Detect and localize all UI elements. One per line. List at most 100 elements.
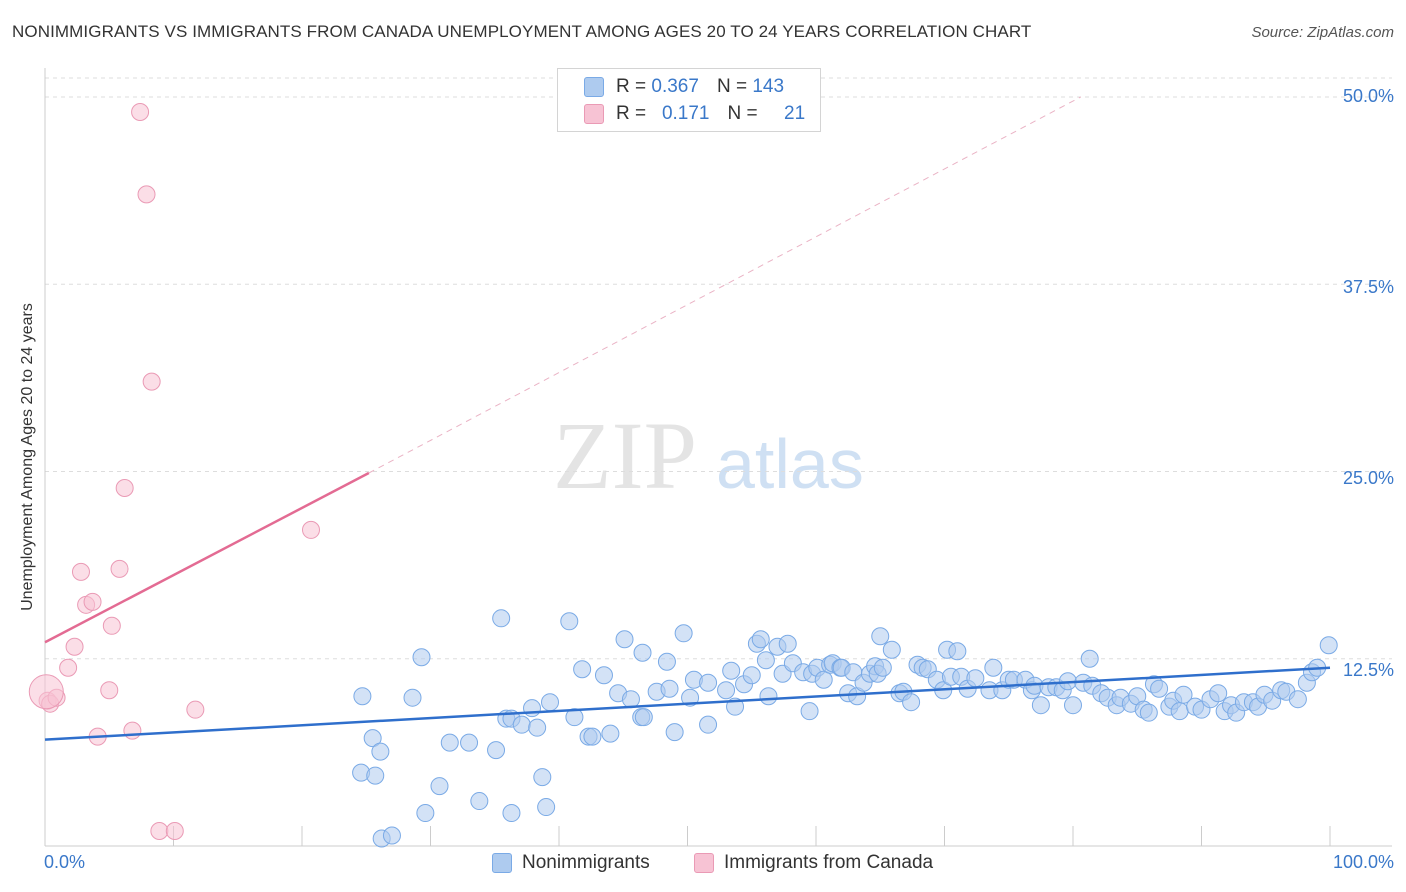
point-nonimmigrants: [800, 702, 819, 721]
point-nonimmigrants: [560, 612, 579, 631]
trend-line-nonimmigrants: [44, 666, 1331, 741]
point-nonimmigrants: [416, 804, 435, 823]
source-label: Source: ZipAtlas.com: [1251, 24, 1394, 41]
series-swatch-blue: [492, 853, 512, 873]
legend-r-value: 0.171: [661, 103, 710, 124]
legend-n-label: N =: [727, 103, 758, 124]
trend-line-immigrants: [44, 471, 370, 644]
legend-n-value: 143: [752, 76, 785, 97]
x-tick-label-min: 0.0%: [44, 852, 86, 872]
point-nonimmigrants: [492, 609, 511, 628]
point-nonimmigrants: [541, 693, 560, 712]
point-nonimmigrants: [537, 798, 556, 817]
series-swatch-pink: [694, 853, 714, 873]
point-immigrants: [110, 559, 129, 578]
point-nonimmigrants: [882, 640, 901, 659]
point-nonimmigrants: [984, 658, 1003, 677]
point-nonimmigrants: [902, 693, 921, 712]
point-nonimmigrants: [657, 652, 676, 671]
point-nonimmigrants: [1319, 636, 1338, 655]
y-tick-label-12-5: 12.5%: [1342, 660, 1394, 680]
point-nonimmigrants: [403, 688, 422, 707]
legend-n-label: N =: [716, 76, 748, 97]
point-immigrants: [137, 185, 156, 204]
point-nonimmigrants: [1150, 679, 1169, 698]
point-nonimmigrants: [1174, 685, 1193, 704]
series-legend-immigrants: Immigrants from Canada: [694, 852, 933, 874]
point-nonimmigrants: [681, 688, 700, 707]
point-nonimmigrants: [966, 669, 985, 688]
point-immigrants: [59, 658, 78, 677]
point-nonimmigrants: [430, 777, 449, 796]
point-immigrants-large: [28, 674, 64, 710]
point-immigrants: [65, 637, 84, 656]
point-nonimmigrants: [742, 666, 761, 685]
chart-title: NONIMMIGRANTS VS IMMIGRANTS FROM CANADA …: [12, 22, 1032, 41]
point-nonimmigrants: [528, 718, 547, 737]
legend-swatch-pink: [584, 104, 604, 124]
point-nonimmigrants: [674, 624, 693, 643]
point-nonimmigrants: [353, 687, 372, 706]
point-nonimmigrants: [371, 742, 390, 761]
point-immigrants: [102, 616, 121, 635]
x-tick-label-max: 100.0%: [1332, 852, 1394, 872]
point-immigrants: [131, 102, 150, 121]
point-nonimmigrants: [363, 729, 382, 748]
watermark-zip: ZIP: [553, 402, 697, 509]
point-nonimmigrants: [948, 642, 967, 661]
point-nonimmigrants: [759, 687, 778, 706]
legend-n-value: 21: [784, 103, 806, 124]
legend-row-immigrants: R = 0.171 N = 21: [584, 102, 805, 126]
point-nonimmigrants: [565, 708, 584, 727]
point-nonimmigrants: [615, 630, 634, 649]
point-nonimmigrants: [1139, 703, 1158, 722]
point-nonimmigrants: [1031, 696, 1050, 715]
point-immigrants: [83, 592, 102, 611]
point-immigrants: [142, 372, 161, 391]
trend-line-immigrants-extension: [368, 96, 1081, 474]
point-nonimmigrants: [717, 681, 736, 700]
series-name: Nonimmigrants: [522, 852, 650, 873]
point-nonimmigrants: [756, 651, 775, 670]
point-nonimmigrants: [660, 679, 679, 698]
point-nonimmigrants: [621, 690, 640, 709]
point-immigrants: [186, 700, 205, 719]
legend-r-label: R =: [616, 103, 647, 124]
point-nonimmigrants: [665, 723, 684, 742]
point-nonimmigrants: [523, 699, 542, 718]
point-nonimmigrants: [502, 804, 521, 823]
series-legend-nonimmigrants: Nonimmigrants: [492, 852, 650, 874]
point-nonimmigrants: [440, 733, 459, 752]
point-immigrants: [301, 520, 320, 539]
point-nonimmigrants: [594, 666, 613, 685]
point-nonimmigrants: [601, 724, 620, 743]
point-nonimmigrants: [814, 670, 833, 689]
y-tick-label-25: 25.0%: [1342, 468, 1394, 488]
point-immigrants: [115, 478, 134, 497]
point-immigrants: [100, 681, 119, 700]
y-tick-label-37-5: 37.5%: [1342, 277, 1394, 297]
point-immigrants: [150, 822, 169, 841]
point-nonimmigrants: [633, 643, 652, 662]
point-nonimmigrants: [699, 715, 718, 734]
point-nonimmigrants: [751, 630, 770, 649]
point-nonimmigrants: [1209, 684, 1228, 703]
point-nonimmigrants: [1170, 702, 1189, 721]
point-immigrants: [123, 721, 142, 740]
point-nonimmigrants: [512, 715, 531, 734]
point-nonimmigrants: [470, 792, 489, 811]
point-nonimmigrants: [871, 627, 890, 646]
stats-legend: R = 0.367 N = 143 R = 0.171 N = 21: [557, 68, 821, 132]
legend-r-label: R =: [616, 76, 647, 97]
point-nonimmigrants: [778, 634, 797, 653]
legend-r-value: 0.367: [651, 76, 699, 97]
point-nonimmigrants: [1064, 696, 1082, 715]
point-nonimmigrants: [412, 648, 431, 667]
point-nonimmigrants: [533, 768, 552, 787]
point-nonimmigrants: [573, 660, 592, 679]
point-immigrants: [165, 822, 184, 841]
legend-row-nonimmigrants: R = 0.367 N = 143: [584, 75, 784, 99]
series-name: Immigrants from Canada: [724, 852, 934, 873]
point-nonimmigrants: [487, 741, 506, 760]
